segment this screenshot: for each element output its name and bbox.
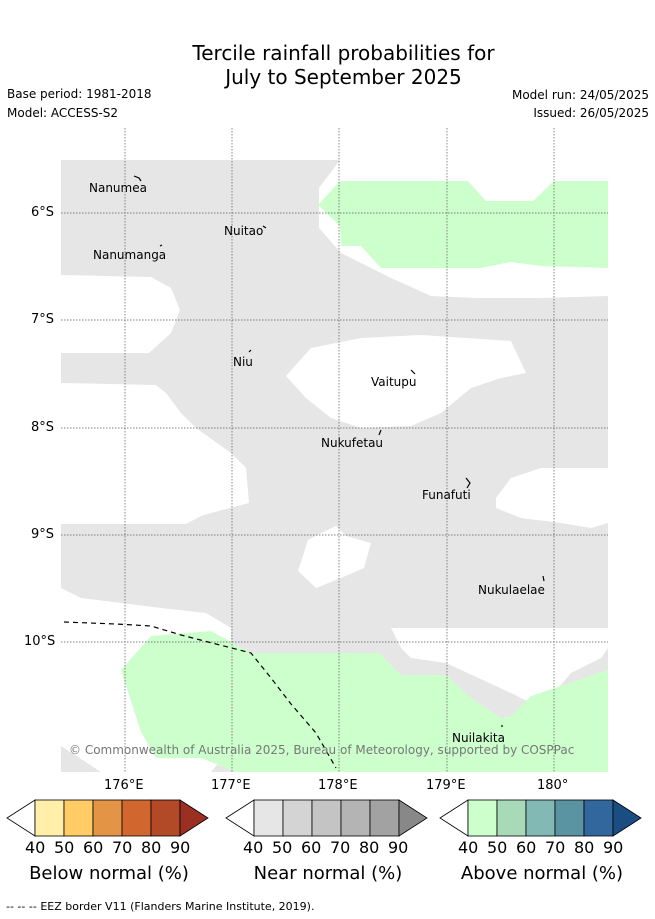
y-tick-label: 7°S <box>31 312 55 327</box>
island-shapes <box>133 175 545 727</box>
colorbar-tick: 90 <box>603 838 624 857</box>
colorbar-near-normal <box>225 799 431 841</box>
colorbar-tick: 70 <box>330 838 351 857</box>
colorbar-swatch <box>150 799 181 837</box>
colorbar-low-extension <box>6 799 36 837</box>
island-label-funafuti: Funafuti <box>422 488 471 502</box>
colorbar-swatch <box>525 799 556 837</box>
colorbar-swatch <box>253 799 284 837</box>
eez-legend: -- -- -- EEZ border V11 (Flanders Marine… <box>6 900 314 913</box>
colorbar-swatch <box>467 799 498 837</box>
y-tick-label: 6°S <box>31 205 55 220</box>
island-label-nukufetau: Nukufetau <box>321 436 384 450</box>
title-line-1: Tercile rainfall probabilities for <box>192 41 495 65</box>
gridlines <box>61 128 608 772</box>
colorbar-tick: 80 <box>359 838 380 857</box>
colorbar-title-near: Near normal (%) <box>253 863 403 884</box>
above-normal-regions <box>121 181 608 772</box>
colorbar-tick: 80 <box>141 838 162 857</box>
colorbar-swatch <box>63 799 94 837</box>
colorbar-high-extension <box>398 799 428 837</box>
eez-legend-symbol: -- -- -- <box>6 900 37 913</box>
funafuti-shape <box>465 477 471 489</box>
island-label-nukulaelae: Nukulaelae <box>478 583 545 597</box>
colorbar-title-below: Below normal (%) <box>29 863 189 884</box>
colorbar-swatches <box>225 799 428 837</box>
island-label-nanumanga: Nanumanga <box>93 248 167 262</box>
colorbar-tick: 70 <box>112 838 133 857</box>
colorbar-high-extension <box>612 799 642 837</box>
colorbar-tick: 40 <box>243 838 264 857</box>
colorbar-swatch <box>121 799 152 837</box>
nanumanga-shape <box>159 244 163 247</box>
colorbar-low-extension <box>225 799 255 837</box>
colorbar-swatch <box>554 799 585 837</box>
y-tick-label: 8°S <box>31 420 55 435</box>
colorbar-tick: 40 <box>25 838 46 857</box>
colorbar-tick: 50 <box>54 838 75 857</box>
colorbar-swatch <box>92 799 123 837</box>
island-label-nuitao: Nuitao <box>224 224 264 238</box>
island-label-nuilakita: Nuilakita <box>452 731 505 745</box>
eez-border <box>63 621 337 769</box>
map-title: Tercile rainfall probabilities for July … <box>0 41 655 89</box>
colorbar-high-extension <box>179 799 209 837</box>
x-tick-label: 178°E <box>318 778 358 793</box>
colorbar-tick: 50 <box>487 838 508 857</box>
colorbar-tick: 90 <box>388 838 409 857</box>
x-tick-label: 177°E <box>211 778 251 793</box>
copyright-notice: © Commonwealth of Australia 2025, Bureau… <box>69 743 575 757</box>
colorbar-above-normal <box>439 799 645 841</box>
colorbar-tick: 60 <box>516 838 537 857</box>
x-tick-label: 176°E <box>104 778 144 793</box>
x-tick-label: 179°E <box>426 778 466 793</box>
colorbar-swatch <box>282 799 313 837</box>
colorbar-tick: 50 <box>272 838 293 857</box>
base-period: Base period: 1981-2018 <box>7 87 152 101</box>
colorbar-swatch <box>583 799 614 837</box>
colorbar-swatches <box>6 799 209 837</box>
colorbar-below-normal <box>6 799 212 841</box>
colorbar-tick: 90 <box>170 838 191 857</box>
island-label-nanumea: Nanumea <box>89 181 147 195</box>
nukulaelae-shape <box>542 575 545 582</box>
x-tick-label: 180° <box>537 778 569 793</box>
nanumea-shape <box>133 175 142 182</box>
title-line-2: July to September 2025 <box>225 65 462 89</box>
colorbar-low-extension <box>439 799 469 837</box>
niu-shape <box>248 349 252 353</box>
colorbar-tick: 80 <box>574 838 595 857</box>
colorbar-swatch <box>496 799 527 837</box>
vaitupu-shape <box>410 369 416 375</box>
model-name: Model: ACCESS-S2 <box>7 106 119 120</box>
nuitao-shape <box>262 225 267 229</box>
y-tick-label: 9°S <box>31 527 55 542</box>
colorbar-swatch <box>34 799 65 837</box>
y-tick-label: 10°S <box>24 634 56 649</box>
island-label-vaitupu: Vaitupu <box>371 375 417 389</box>
eez-legend-text: EEZ border V11 (Flanders Marine Institut… <box>40 900 315 913</box>
island-label-niu: Niu <box>233 355 253 369</box>
colorbar-title-above: Above normal (%) <box>460 863 624 884</box>
colorbar-swatch <box>340 799 371 837</box>
nukufetau-shape <box>378 429 382 436</box>
colorbar-tick: 60 <box>301 838 322 857</box>
colorbar-tick: 70 <box>545 838 566 857</box>
colorbar-swatch <box>369 799 400 837</box>
forecast-map <box>61 128 608 772</box>
model-run: Model run: 24/05/2025 <box>511 88 649 102</box>
colorbar-tick: 60 <box>83 838 104 857</box>
colorbar-swatch <box>311 799 342 837</box>
colorbar-tick: 40 <box>458 838 479 857</box>
colorbar-swatches <box>439 799 642 837</box>
issued-date: Issued: 26/05/2025 <box>533 106 649 120</box>
